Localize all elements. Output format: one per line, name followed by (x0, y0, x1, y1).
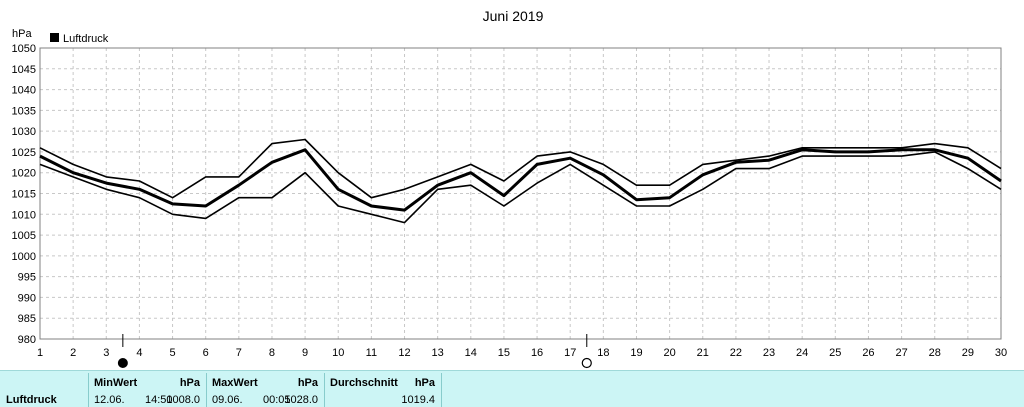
max-time: 00:05 (263, 394, 291, 406)
x-tick-label: 27 (895, 347, 907, 359)
x-tick-label: 28 (929, 347, 941, 359)
y-tick-label: 1010 (12, 209, 36, 221)
y-tick-label: 1030 (12, 126, 36, 138)
avg-unit: hPa (414, 377, 435, 389)
series-line (39, 151, 1002, 224)
series-lines (39, 138, 1002, 224)
avg-value: 1019.4 (401, 394, 435, 406)
max-unit: hPa (297, 377, 318, 389)
x-tick-label: 25 (829, 347, 841, 359)
max-header: MaxWert (212, 377, 258, 389)
y-tick-label: 980 (18, 334, 36, 346)
avg-header: Durchschnitt (330, 377, 398, 389)
stats-max-cell: MaxWert hPa 09.06. 00:05 1028.0 (207, 371, 324, 407)
x-tick-label: 20 (663, 347, 675, 359)
x-tick-label: 17 (564, 347, 576, 359)
x-tick-label: 19 (630, 347, 642, 359)
x-tick-label: 4 (136, 347, 142, 359)
new-moon-icon (117, 358, 128, 368)
y-tick-label: 985 (18, 313, 36, 325)
min-unit: hPa (179, 377, 200, 389)
x-tick-label: 2 (70, 347, 76, 359)
stats-min-cell: MinWert hPa 12.06. 14:50 1008.0 (89, 371, 206, 407)
x-tick-label: 22 (730, 347, 742, 359)
y-tick-label: 990 (18, 292, 36, 304)
y-tick-label: 1020 (12, 168, 36, 180)
min-header: MinWert (94, 377, 138, 389)
x-tick-label: 8 (269, 347, 275, 359)
x-tick-label: 5 (169, 347, 175, 359)
x-tick-label: 3 (103, 347, 109, 359)
x-tick-label: 12 (398, 347, 410, 359)
y-tick-label: 1050 (12, 43, 36, 55)
y-axis-unit-label: hPa (12, 28, 32, 40)
x-tick-label: 24 (796, 347, 808, 359)
statistics-bar: Luftdruck MinWert hPa 12.06. 14:50 1008.… (0, 370, 1024, 407)
x-tick-label: 10 (332, 347, 344, 359)
stats-label-cell: Luftdruck (0, 371, 88, 407)
y-tick-label: 995 (18, 272, 36, 284)
x-tick-label: 6 (203, 347, 209, 359)
legend-label: Luftdruck (63, 33, 109, 45)
min-time: 14:50 (145, 394, 173, 406)
x-tick-label: 18 (597, 347, 609, 359)
y-tick-label: 1015 (12, 189, 36, 201)
full-moon-icon (581, 357, 592, 369)
plot-frame (39, 47, 1002, 340)
x-tick-label: 26 (862, 347, 874, 359)
chart-canvas: Juni 2019 hPa Luftdruck 9809859909951000… (12, 8, 1008, 369)
x-tick-label: 29 (962, 347, 974, 359)
y-tick-label: 1035 (12, 105, 36, 117)
x-tick-label: 13 (432, 347, 444, 359)
max-value: 1028.0 (284, 394, 318, 406)
stats-separator (324, 373, 325, 407)
series-line (39, 138, 1002, 199)
y-tick-label: 1025 (12, 147, 36, 159)
max-date: 09.06. (212, 394, 243, 406)
moon-phase-markers (117, 334, 592, 369)
axes: 9809859909951000100510101015102010251030… (12, 43, 1008, 359)
stats-series-label: Luftdruck (6, 394, 57, 406)
x-tick-label: 1 (37, 347, 43, 359)
x-tick-label: 14 (465, 347, 477, 359)
stats-avg-cell: Durchschnitt hPa 1019.4 (325, 371, 441, 407)
x-tick-label: 7 (236, 347, 242, 359)
stats-separator (206, 373, 207, 407)
min-value: 1008.0 (166, 394, 200, 406)
series-line (39, 148, 1002, 212)
x-tick-label: 21 (697, 347, 709, 359)
x-tick-label: 23 (763, 347, 775, 359)
x-tick-label: 15 (498, 347, 510, 359)
x-tick-label: 16 (531, 347, 543, 359)
x-tick-label: 9 (302, 347, 308, 359)
chart-title: Juni 2019 (483, 8, 544, 24)
stats-separator (441, 373, 442, 407)
stats-separator (88, 373, 89, 407)
legend-swatch (50, 33, 59, 42)
min-date: 12.06. (94, 394, 125, 406)
x-tick-label: 30 (995, 347, 1007, 359)
y-tick-label: 1000 (12, 251, 36, 263)
y-tick-label: 1005 (12, 230, 36, 242)
y-tick-label: 1040 (12, 85, 36, 97)
y-tick-label: 1045 (12, 64, 36, 76)
x-tick-label: 11 (366, 347, 377, 359)
grid (40, 48, 1001, 339)
pressure-chart: Juni 2019 hPa Luftdruck 980 985 990 995 1000… (12, 8, 1008, 369)
